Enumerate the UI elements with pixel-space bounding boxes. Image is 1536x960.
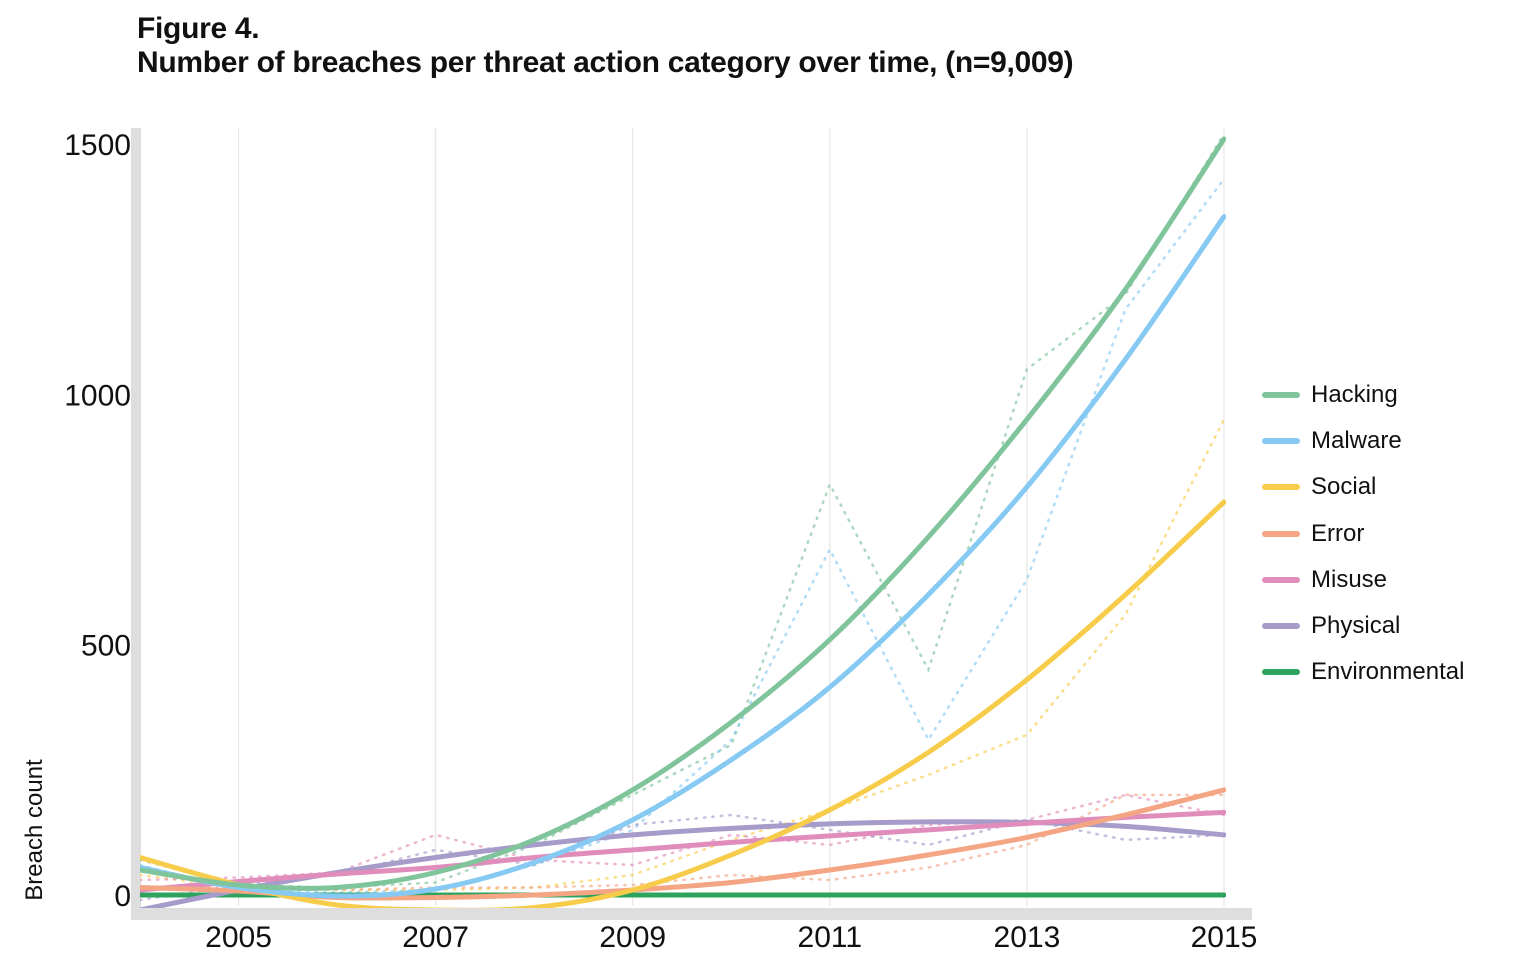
legend-swatch-physical (1262, 623, 1300, 630)
x-tick-label-2009: 2009 (599, 921, 666, 954)
raw-value-lines (140, 132, 1226, 902)
y-tick-label-0: 0 (114, 880, 131, 913)
legend-item-malware: Malware (1262, 418, 1464, 464)
legend-item-misuse: Misuse (1262, 557, 1464, 603)
legend-swatch-error (1262, 530, 1300, 537)
series-malware-trend (140, 214, 1226, 899)
legend-label-social: Social (1311, 473, 1377, 501)
y-tick-label-1500: 1500 (64, 129, 131, 162)
series-misuse-values (140, 793, 1226, 882)
legend-label-misuse: Misuse (1311, 565, 1388, 593)
series-hacking-trend (140, 136, 1226, 891)
legend-swatch-misuse (1262, 576, 1300, 583)
x-tick-label-2005: 2005 (205, 921, 272, 954)
legend-label-malware: Malware (1311, 427, 1402, 455)
tick-labels: 2005 2007 2009 2011 2013 2015 0 500 1000 1500 (64, 129, 1257, 954)
trend-lines (140, 136, 1226, 908)
series-social-values (140, 418, 1226, 892)
y-tick-label-1000: 1000 (64, 379, 131, 412)
legend-item-environmental: Environmental (1262, 649, 1464, 695)
legend-item-physical: Physical (1262, 603, 1464, 649)
x-tick-label-2007: 2007 (402, 921, 469, 954)
series-malware-values (140, 177, 1226, 894)
figure-header: Figure 4. Number of breaches per threat … (137, 12, 1074, 80)
legend-swatch-social (1262, 484, 1300, 491)
legend: Hacking Malware Social Error Misuse Physical E… (1262, 372, 1464, 695)
y-tick-label-500: 500 (81, 630, 131, 663)
legend-item-social: Social (1262, 464, 1464, 510)
legend-swatch-environmental (1262, 669, 1300, 676)
x-tick-label-2015: 2015 (1191, 921, 1258, 954)
x-axis-line (131, 908, 1252, 920)
chart-title: Number of breaches per threat action cat… (137, 46, 1074, 79)
legend-label-physical: Physical (1311, 612, 1401, 640)
legend-swatch-malware (1262, 438, 1300, 445)
figure-label: Figure 4. (137, 12, 260, 45)
series-misuse-trend (140, 809, 1226, 893)
y-axis-line (131, 128, 141, 920)
x-tick-label-2013: 2013 (994, 921, 1061, 954)
axes (131, 128, 1252, 920)
legend-label-environmental: Environmental (1311, 658, 1465, 686)
legend-label-error: Error (1311, 519, 1365, 547)
legend-label-hacking: Hacking (1311, 381, 1398, 409)
series-lines (140, 132, 1226, 908)
legend-item-error: Error (1262, 511, 1464, 557)
series-social-trend (140, 499, 1226, 908)
gridlines (237, 128, 1225, 906)
series-hacking-values (140, 132, 1226, 889)
x-tick-label-2011: 2011 (798, 921, 863, 954)
legend-swatch-hacking (1262, 392, 1300, 399)
y-axis-title: Breach count (21, 759, 48, 901)
legend-item-hacking: Hacking (1262, 372, 1464, 418)
